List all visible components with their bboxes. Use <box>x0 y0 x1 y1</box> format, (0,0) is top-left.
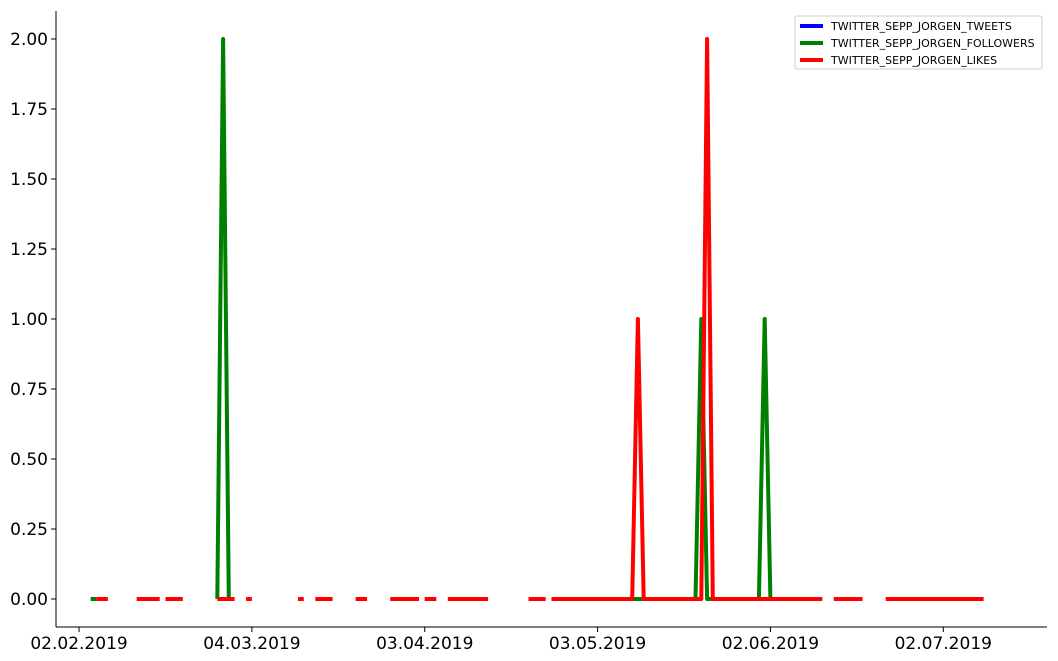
x-tick-label: 03.05.2019 <box>549 634 646 654</box>
x-tick-label: 02.02.2019 <box>30 634 127 654</box>
legend-label: TWITTER_SEPP_JORGEN_TWEETS <box>830 20 1012 33</box>
legend-entry: TWITTER_SEPP_JORGEN_LIKES <box>800 54 997 67</box>
x-ticks: 02.02.2019 04.03.2019 03.04.2019 03.05.2019… <box>30 627 992 654</box>
x-tick-label: 02.06.2019 <box>722 634 819 654</box>
y-tick-label: 2.00 <box>10 30 48 50</box>
x-tick-label: 04.03.2019 <box>203 634 300 654</box>
legend-label: TWITTER_SEPP_JORGEN_LIKES <box>830 54 997 67</box>
y-tick-label: 0.25 <box>10 520 48 540</box>
y-tick-label: 1.75 <box>10 100 48 120</box>
y-axis: 0.00 0.25 0.50 0.75 1.00 1.25 1.50 1.75 2.00 <box>10 11 57 627</box>
series-twitter-sepp-jorgen-followers <box>90 37 777 601</box>
y-tick-label: 1.25 <box>10 240 48 260</box>
y-tick-label: 0.50 <box>10 450 48 470</box>
legend-box <box>794 15 1043 70</box>
y-tick-label: 0.75 <box>10 380 48 400</box>
x-axis: 02.02.2019 04.03.2019 03.04.2019 03.05.2019… <box>30 626 1047 654</box>
y-tick-label: 0.00 <box>10 590 48 610</box>
legend: TWITTER_SEPP_JORGEN_TWEETS TWITTER_SEPP_J… <box>794 15 1043 70</box>
series-line-segment <box>551 37 823 601</box>
series-line-segment <box>215 37 231 600</box>
series-twitter-sepp-jorgen-likes <box>96 37 984 601</box>
y-tick-label: 1.00 <box>10 310 48 330</box>
y-tick-label: 1.50 <box>10 170 48 190</box>
x-tick-label: 02.07.2019 <box>895 634 992 654</box>
legend-entry: TWITTER_SEPP_JORGEN_FOLLOWERS <box>800 37 1035 50</box>
x-tick-label: 03.04.2019 <box>376 634 473 654</box>
legend-entry: TWITTER_SEPP_JORGEN_TWEETS <box>800 20 1012 33</box>
legend-label: TWITTER_SEPP_JORGEN_FOLLOWERS <box>830 37 1035 50</box>
y-ticks: 0.00 0.25 0.50 0.75 1.00 1.25 1.50 1.75 2.00 <box>10 30 56 610</box>
plot-area <box>90 37 984 601</box>
